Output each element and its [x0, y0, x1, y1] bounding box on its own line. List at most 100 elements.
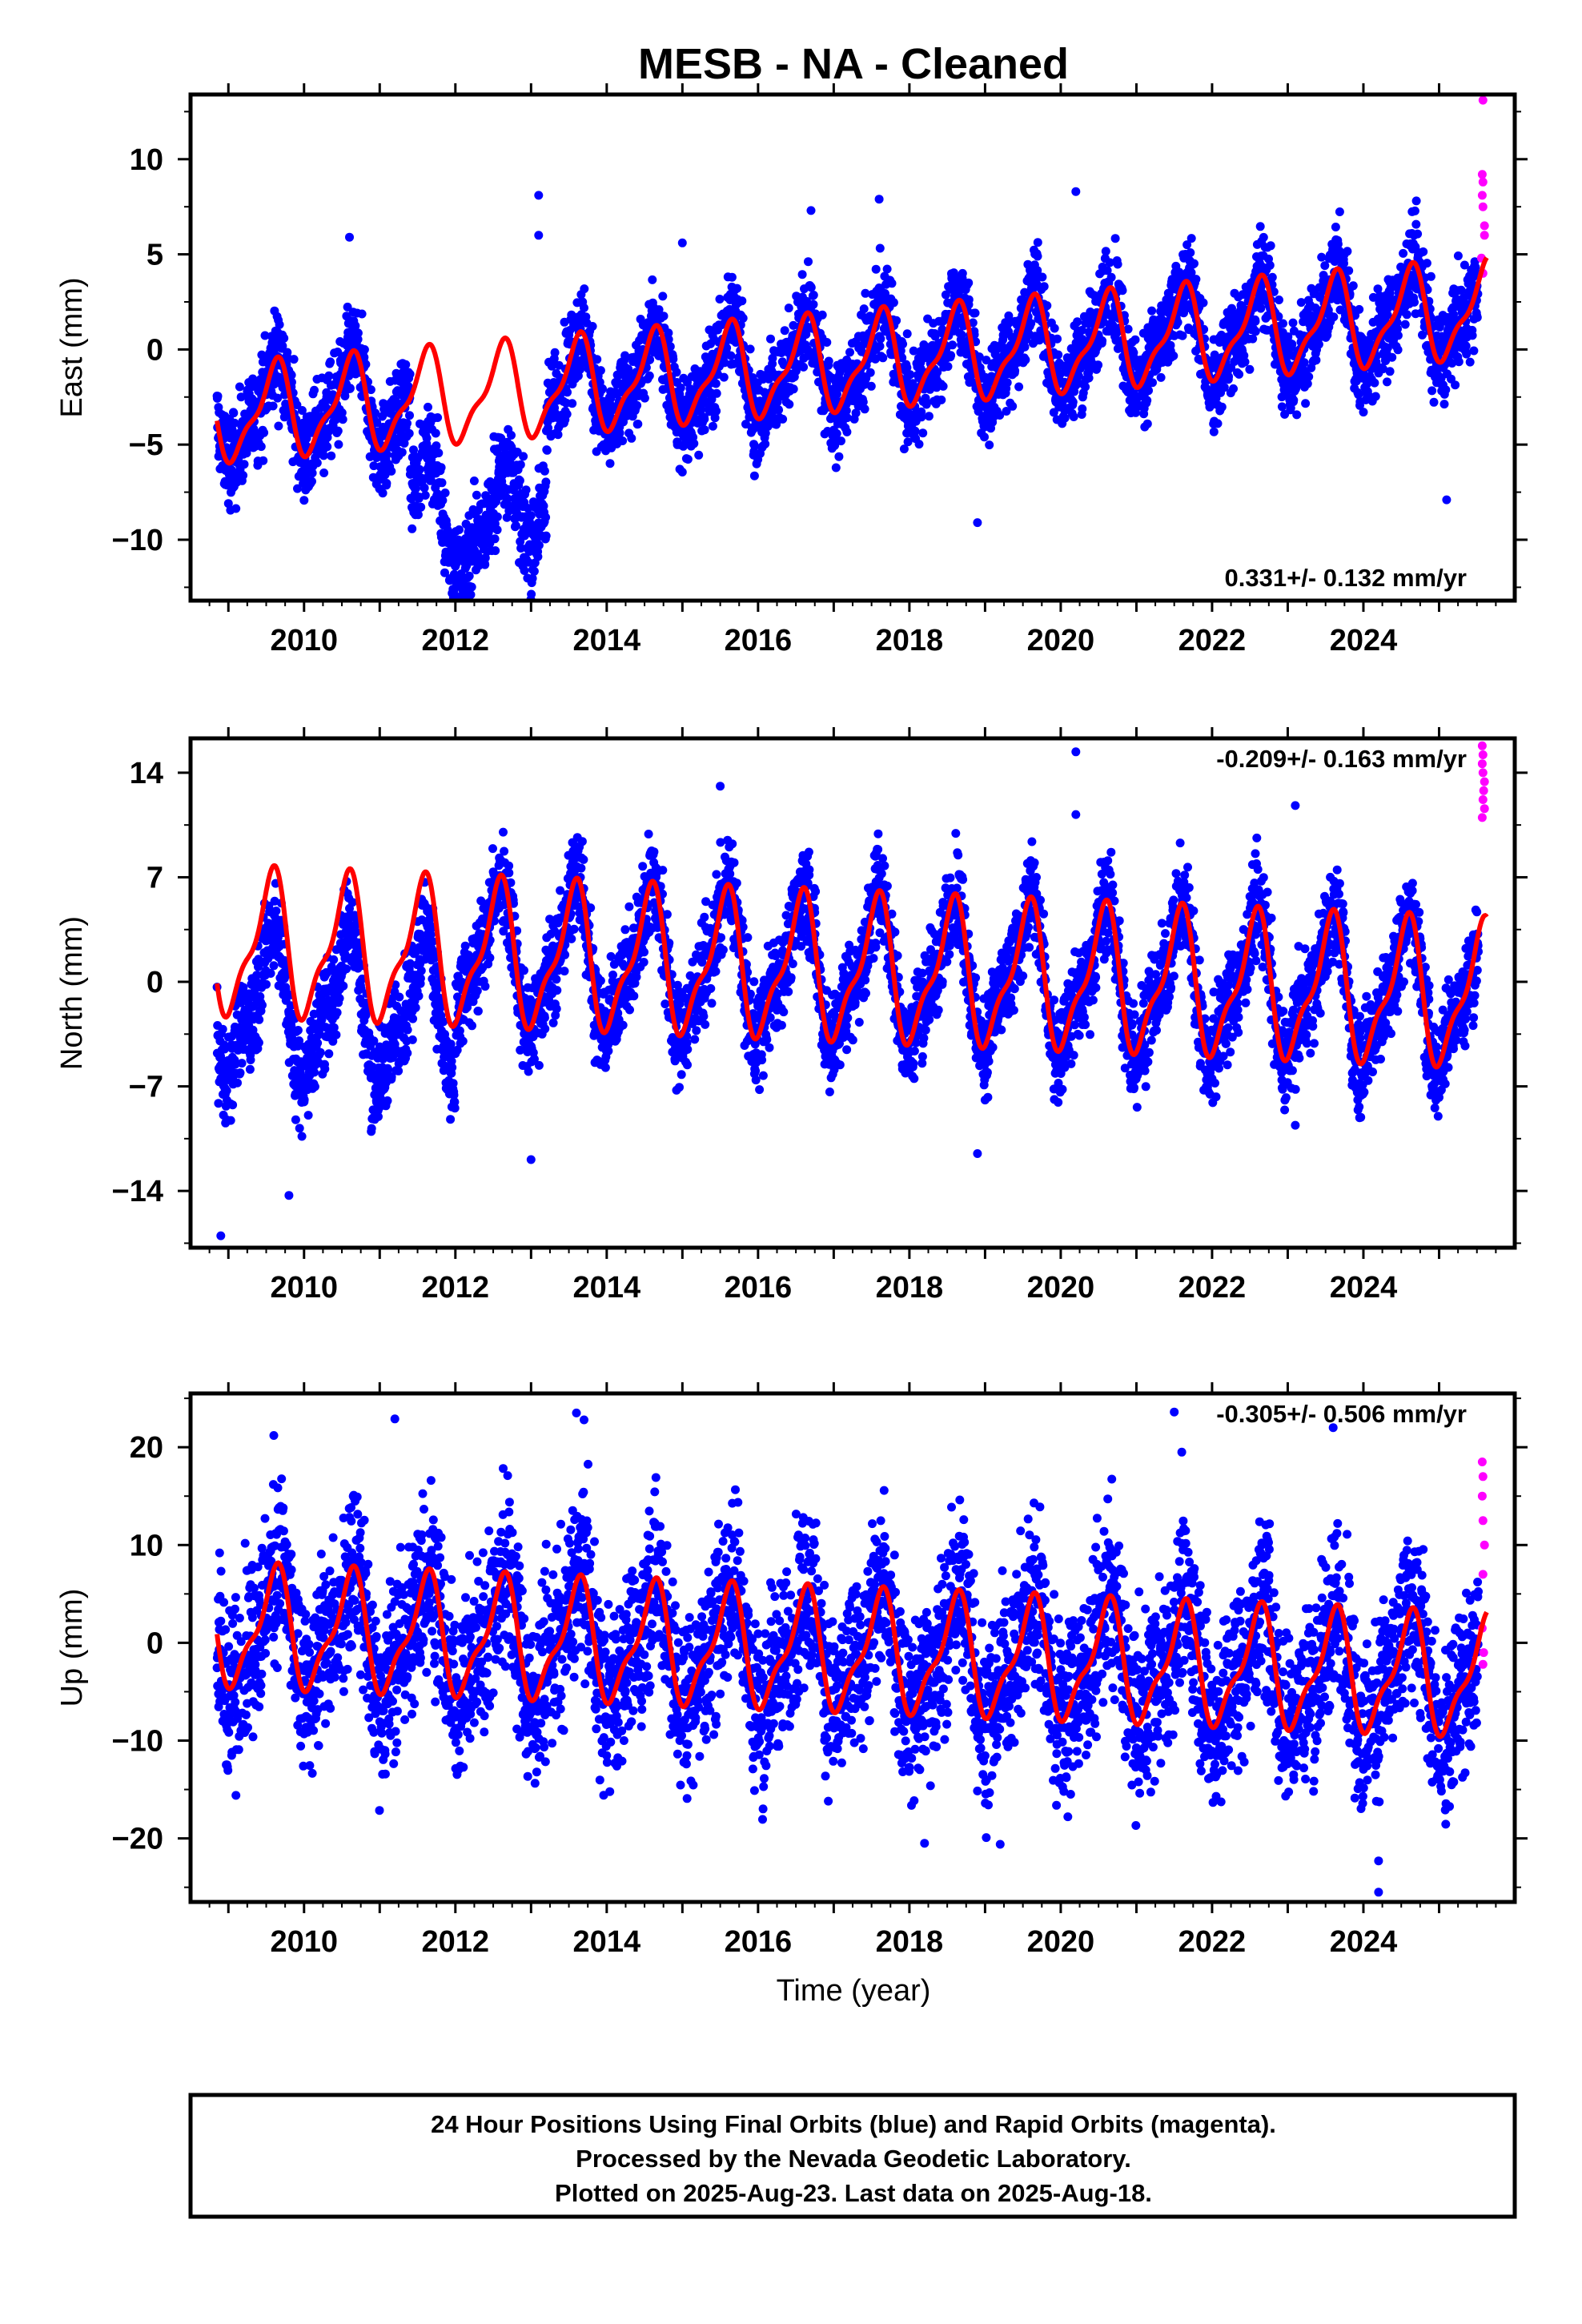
east-final-point — [434, 448, 444, 458]
east-final-point — [1169, 351, 1178, 360]
east-final-point — [1038, 272, 1047, 282]
east-final-point — [1213, 419, 1223, 428]
east-final-point — [592, 355, 602, 364]
east-y-tick-label: −10 — [112, 524, 163, 557]
east-final-point — [897, 353, 907, 363]
east-final-point — [534, 231, 544, 240]
east-final-point — [464, 571, 474, 581]
east-final-point — [466, 590, 476, 600]
east-final-point — [275, 320, 284, 329]
east-final-point — [694, 450, 704, 460]
north-final-point — [258, 1000, 267, 1010]
east-final-point — [677, 238, 687, 247]
east-final-point — [401, 360, 411, 369]
east-final-point — [733, 283, 742, 293]
east-final-point — [361, 360, 371, 369]
east-final-point — [515, 476, 524, 485]
east-final-point — [921, 400, 931, 409]
east-final-point — [492, 525, 502, 535]
east-final-point — [970, 308, 980, 318]
east-final-point — [366, 385, 375, 395]
east-final-point — [416, 502, 426, 512]
east-final-point — [1279, 319, 1287, 328]
east-final-point — [452, 557, 462, 567]
east-final-point — [1186, 234, 1196, 243]
east-final-point — [292, 400, 302, 410]
east-final-point — [239, 471, 248, 480]
east-final-point — [319, 451, 328, 460]
east-final-point — [598, 384, 607, 393]
east-final-point — [1094, 360, 1103, 370]
east-final-point — [644, 371, 654, 380]
east-final-point — [382, 479, 391, 488]
east-final-point — [964, 295, 974, 304]
east-final-point — [539, 501, 548, 511]
east-final-point — [403, 419, 412, 428]
east-final-point — [822, 338, 832, 347]
east-final-point — [420, 491, 430, 500]
east-final-point — [727, 272, 737, 282]
east-final-point — [1014, 382, 1024, 392]
east-final-point — [371, 408, 380, 418]
east-panel: 2010 2012 2014 2016 2018 2020 2022 2024−10−5051… — [55, 83, 1528, 657]
east-final-point — [859, 304, 869, 314]
north-final-point — [222, 1086, 231, 1096]
east-final-point — [659, 312, 669, 321]
east-final-point — [438, 496, 448, 505]
east-final-point — [968, 318, 978, 328]
east-final-point — [618, 436, 628, 445]
east-final-point — [289, 355, 299, 364]
east-final-point — [1426, 271, 1435, 281]
east-final-point — [1317, 252, 1327, 262]
east-final-point — [526, 511, 536, 521]
east-final-point — [860, 404, 869, 414]
east-final-point — [279, 333, 289, 343]
east-final-point — [632, 400, 642, 410]
east-final-point — [633, 420, 643, 428]
east-final-point — [720, 358, 729, 368]
east-final-point — [404, 381, 413, 391]
east-final-point — [511, 521, 520, 530]
east-final-point — [851, 408, 861, 418]
east-plot-area — [212, 95, 1489, 601]
east-final-point — [1292, 410, 1302, 420]
east-final-point — [1442, 495, 1452, 505]
east-final-point — [268, 401, 278, 411]
east-final-point — [540, 466, 549, 476]
east-final-point — [1130, 335, 1140, 344]
east-final-point — [1266, 241, 1275, 251]
east-final-point — [424, 402, 432, 412]
east-final-point — [1033, 251, 1042, 261]
east-final-point — [239, 460, 249, 469]
east-final-point — [722, 343, 732, 352]
east-y-tick-label: 10 — [130, 143, 163, 177]
east-rapid-point — [1480, 221, 1489, 231]
east-final-point — [469, 476, 479, 485]
east-final-point — [299, 496, 309, 505]
east-final-point — [1251, 316, 1260, 326]
east-final-point — [432, 441, 441, 451]
east-final-point — [789, 320, 798, 330]
east-final-point — [791, 366, 801, 376]
east-final-point — [1021, 355, 1030, 364]
east-final-point — [806, 283, 816, 292]
east-final-point — [440, 568, 449, 577]
east-final-point — [1331, 223, 1340, 231]
east-final-point — [648, 275, 657, 284]
east-final-point — [664, 328, 673, 338]
east-final-point — [710, 413, 720, 423]
east-final-point — [357, 309, 367, 319]
east-rapid-point — [1480, 231, 1489, 240]
east-final-point — [801, 330, 811, 339]
east-final-point — [1199, 298, 1208, 308]
east-rapid-point — [1477, 170, 1487, 179]
east-final-point — [351, 321, 360, 331]
east-final-point — [507, 431, 516, 440]
east-final-point — [1471, 263, 1480, 272]
east-rate-label: 0.331+/- 0.132 mm/yr — [1225, 564, 1467, 592]
east-x-tick-label: 2016 — [725, 624, 793, 657]
east-final-point — [943, 362, 953, 372]
east-final-point — [378, 489, 387, 498]
east-final-point — [982, 356, 991, 365]
east-final-point — [1251, 327, 1260, 336]
